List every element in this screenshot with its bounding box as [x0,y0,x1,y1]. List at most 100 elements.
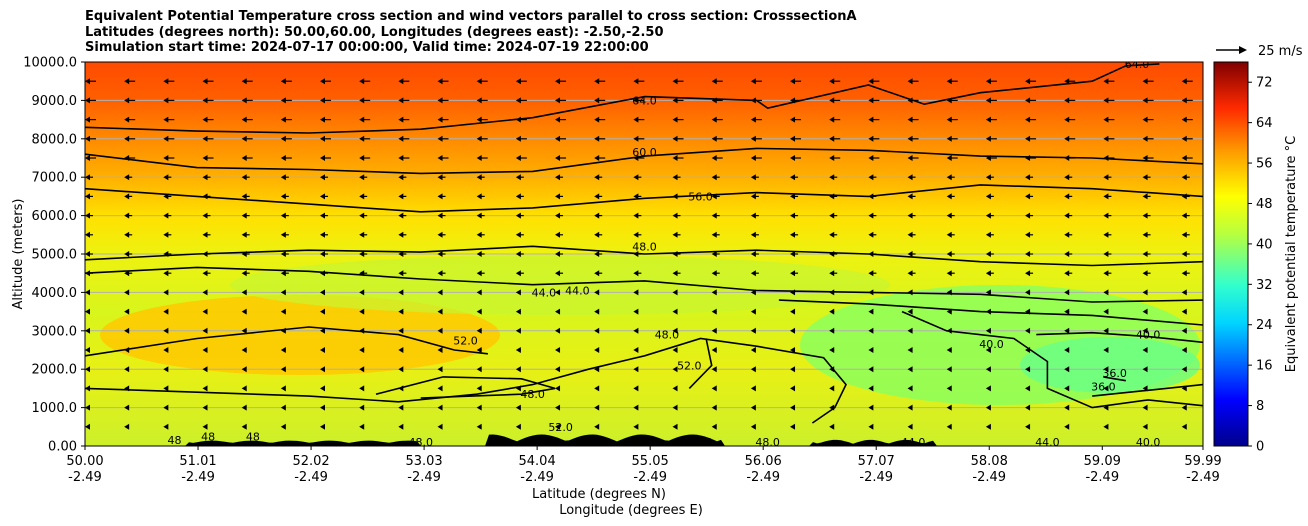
wind-arrowhead [594,251,600,257]
wind-arrowhead [594,327,600,334]
wind-arrowhead [1181,231,1187,238]
wind-arrowhead [515,423,521,430]
wind-arrowhead [202,308,208,315]
wind-arrowhead [1181,212,1187,219]
wind-arrowhead [790,231,796,238]
plot-area: 36.036.0 40.0 40.0 44.0 44.0 48.0 48.0 48.0 52.0… [85,62,1203,449]
wind-arrowhead [476,347,482,353]
wind-arrowhead [750,251,756,257]
wind-arrowhead [985,270,991,277]
wind-arrowhead [946,270,952,277]
contour-line [1036,331,1203,344]
wind-arrowhead [711,423,717,430]
wind-arrowhead [1103,135,1109,142]
wind-arrowhead [1103,251,1109,257]
wind-arrowhead [985,385,991,392]
wind-arrowhead [555,423,561,430]
wind-arrowhead [790,135,796,142]
wind-arrowhead [633,193,639,200]
wind-arrowhead [907,155,913,161]
wind-arrowhead [594,78,600,85]
wind-arrowhead [868,423,874,430]
wind-arrowhead [163,116,169,123]
wind-arrowhead [672,97,678,104]
x-tick-label-lat: 53.03 [405,454,442,469]
wind-arrowhead [672,174,678,181]
contour-label: 48.0 [632,240,657,253]
x-tick-label-lon: -2.49 [1085,470,1119,485]
wind-arrowhead [868,251,874,257]
contour-label: 40.0 [979,338,1004,351]
wind-arrowhead [1025,193,1031,200]
wind-arrowhead [555,270,561,277]
wind-arrowhead [515,385,521,392]
wind-arrowhead [241,366,247,373]
wind-arrowhead [124,193,130,200]
wind-arrowhead [1064,347,1070,353]
wind-arrowhead [594,308,600,315]
wind-arrowhead [85,174,90,181]
wind-arrowhead [829,404,835,411]
wind-arrowhead [515,327,521,334]
wind-arrowhead [633,423,639,430]
wind-arrowhead [790,308,796,315]
wind-arrowhead [829,116,835,123]
wind-arrowhead [750,366,756,373]
wind-arrowhead [985,212,991,219]
wind-arrowhead [633,327,639,334]
wind-arrowhead [1142,193,1148,200]
wind-arrowhead [241,404,247,411]
contour-line [85,266,1203,303]
wind-arrowhead [359,327,365,334]
wind-arrowhead [555,174,561,181]
wind-arrowhead [124,289,130,296]
wind-arrowhead [946,308,952,315]
wind-arrowhead [711,174,717,181]
wind-arrowhead [750,404,756,411]
wind-arrowhead [163,155,169,161]
wind-arrowhead [672,251,678,257]
wind-arrowhead [1025,404,1031,411]
wind-arrowhead [594,193,600,200]
wind-arrowhead [320,308,326,315]
wind-arrowhead [868,231,874,238]
contour-label: 60.0 [632,146,657,159]
wind-arrowhead [750,155,756,161]
wind-arrowhead [868,212,874,219]
wind-arrowhead [1181,423,1187,430]
y-tick-label: 7000.0 [32,171,78,186]
wind-arrowhead [320,193,326,200]
wind-arrowhead [437,174,443,181]
wind-arrowhead [515,347,521,353]
contour-label: 44.0 [901,436,926,449]
wind-arrowhead [85,289,90,296]
wind-arrowhead [124,78,130,85]
colorbar-tick-label: 64 [1256,116,1273,131]
wind-arrowhead [1025,97,1031,104]
wind-arrowhead [985,308,991,315]
wind-arrowhead [163,404,169,411]
wind-arrowhead [1142,174,1148,181]
wind-arrowhead [711,97,717,104]
wind-arrowhead [672,155,678,161]
y-tick-label: 0.00 [48,440,77,455]
wind-arrowhead [594,212,600,219]
wind-arrowhead [398,423,404,430]
wind-arrowhead [359,193,365,200]
terrain [85,434,1203,446]
wind-arrowhead [946,385,952,392]
wind-arrowhead [985,251,991,257]
wind-arrowhead [790,423,796,430]
wind-arrowhead [85,193,90,200]
wind-arrowhead [320,327,326,334]
x-tick-label-lat: 57.07 [858,454,895,469]
contour-label: 44.0 [1035,436,1060,449]
wind-arrowhead [1064,327,1070,334]
y-tick-label: 5000.0 [32,248,78,263]
wind-arrowhead [359,212,365,219]
wind-arrowhead [555,193,561,200]
wind-arrowhead [907,212,913,219]
wind-arrowhead [280,174,286,181]
wind-arrowhead [1142,423,1148,430]
wind-arrowhead [515,308,521,315]
